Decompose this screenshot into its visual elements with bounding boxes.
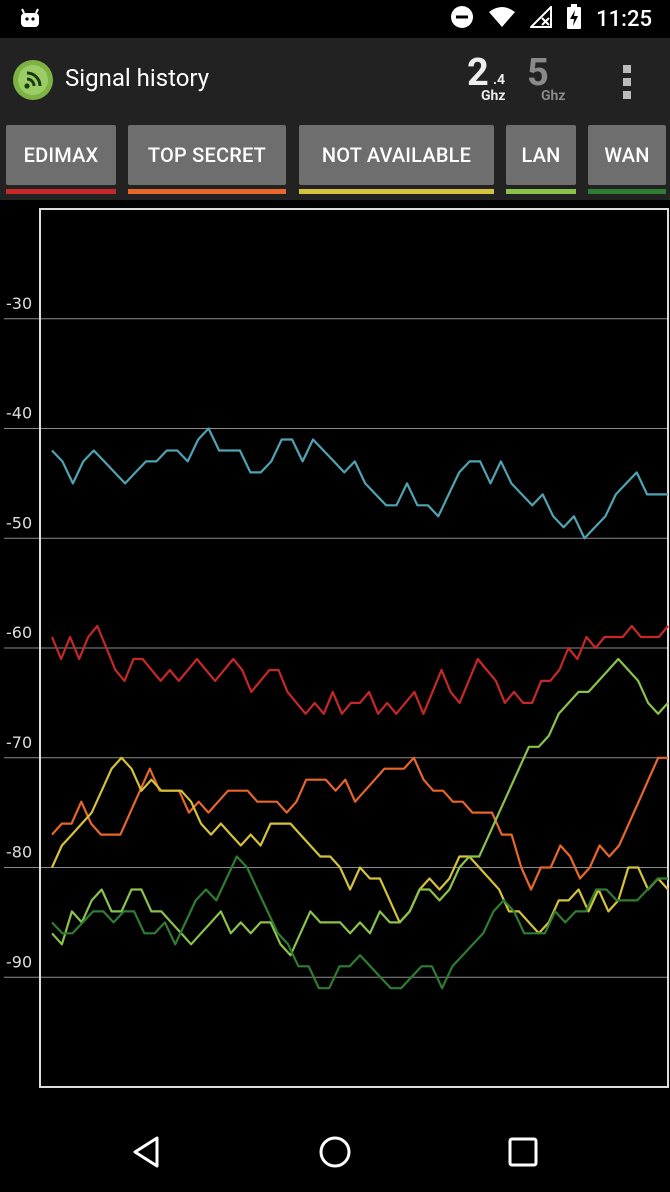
- tab-color-bar: [299, 189, 494, 194]
- tab-wan[interactable]: WAN: [588, 125, 666, 194]
- band-2-4ghz-button[interactable]: 2 .4 Ghz: [467, 51, 519, 106]
- series-line: [51, 855, 668, 990]
- y-tick-label: -70: [6, 733, 32, 752]
- back-icon[interactable]: [125, 1130, 169, 1174]
- tab-label: TOP SECRET: [147, 143, 267, 167]
- tab-top-secret[interactable]: TOP SECRET: [128, 125, 286, 194]
- series-line: [51, 756, 668, 891]
- signal-history-chart: -30 -40 -50 -60 -70 -80 -90: [0, 200, 670, 1100]
- tab-label: LAN: [521, 143, 561, 167]
- tab-lan[interactable]: LAN: [506, 125, 576, 194]
- band-number: 5: [527, 51, 549, 95]
- status-bar: 11:25: [0, 0, 670, 38]
- band-5ghz-button[interactable]: 5 Ghz: [527, 51, 577, 106]
- band-unit: Ghz: [541, 88, 566, 104]
- navigation-bar: [0, 1112, 670, 1192]
- tab-color-bar: [506, 189, 576, 194]
- tab-label: EDIMAX: [23, 143, 99, 167]
- battery-icon: [566, 4, 582, 34]
- band-number: 2: [467, 51, 489, 95]
- tab-color-bar: [6, 189, 116, 194]
- y-tick-label: -60: [6, 623, 32, 642]
- app-logo-icon: [12, 59, 54, 101]
- series-line: [51, 657, 669, 957]
- overflow-menu-icon[interactable]: [612, 62, 642, 102]
- tab-edimax[interactable]: EDIMAX: [6, 125, 116, 194]
- recents-icon[interactable]: [501, 1130, 545, 1174]
- do-not-disturb-icon: [450, 5, 474, 33]
- tab-not-available[interactable]: NOT AVAILABLE: [299, 125, 494, 194]
- tab-label: WAN: [604, 143, 650, 167]
- tab-color-bar: [588, 189, 666, 194]
- app-bar: Signal history 2 .4 Ghz 5 Ghz: [0, 38, 670, 120]
- band-decimal: .4: [493, 72, 506, 88]
- page-title: Signal history: [65, 64, 210, 92]
- clock: 11:25: [596, 6, 652, 32]
- tab-label: NOT AVAILABLE: [321, 143, 472, 167]
- home-icon[interactable]: [313, 1130, 357, 1174]
- plot-frame: [39, 208, 669, 1088]
- tab-color-bar: [128, 189, 286, 194]
- no-signal-icon: [528, 4, 553, 32]
- series-line: [50, 756, 669, 935]
- network-tabs: EDIMAX TOP SECRET NOT AVAILABLE LAN WAN: [0, 120, 670, 200]
- series-line: [50, 624, 669, 715]
- android-icon: [18, 7, 42, 35]
- y-tick-label: -80: [6, 843, 32, 862]
- signal-chart-svg: -30 -40 -50 -60 -70 -80 -90: [4, 208, 669, 1088]
- wifi-icon: [488, 6, 516, 32]
- y-tick-label: -40: [6, 404, 32, 423]
- y-tick-label: -90: [6, 952, 32, 971]
- y-tick-label: -30: [6, 294, 32, 313]
- band-unit: Ghz: [481, 88, 506, 104]
- series-line: [51, 427, 668, 540]
- y-tick-label: -50: [6, 513, 32, 532]
